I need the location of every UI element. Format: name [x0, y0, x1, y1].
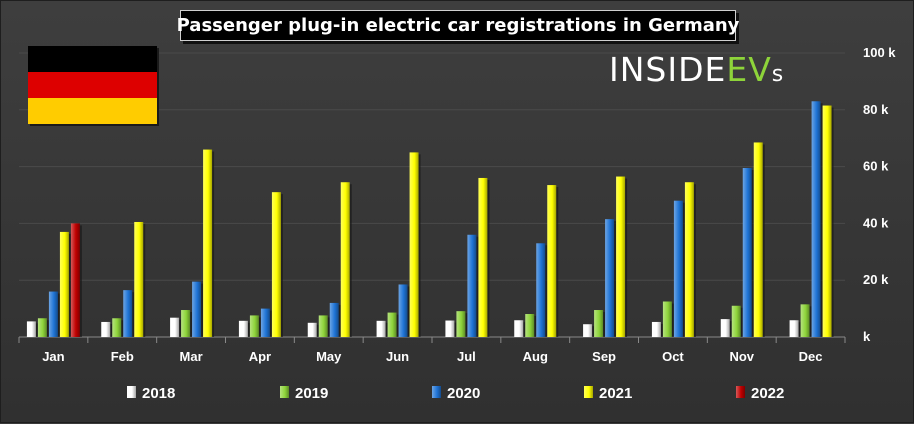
y-tick-label: 40 k: [863, 215, 889, 230]
bar-2019-may: [318, 315, 328, 337]
bar-2022-jan: [70, 223, 80, 337]
y-tick-label: 80 k: [863, 102, 889, 117]
bar-2020-feb: [123, 290, 133, 337]
legend: 2018 2019 2020 2021 2022: [127, 385, 784, 402]
germany-flag-icon: [28, 46, 157, 124]
bar-2020-dec: [811, 101, 821, 337]
bar-2019-apr: [249, 315, 259, 337]
bar-2018-jan: [26, 321, 36, 337]
bars: [26, 101, 834, 337]
bar-2020-sep: [605, 219, 615, 337]
bar-2018-dec: [789, 320, 799, 337]
bar-2018-aug: [514, 320, 524, 337]
bar-2019-jun: [387, 312, 397, 337]
bar-2018-apr: [238, 320, 248, 337]
bar-2019-feb: [112, 318, 122, 337]
legend-label-2021: 2021: [599, 385, 632, 402]
bar-2020-nov: [742, 168, 752, 337]
x-tick-label: Dec: [799, 349, 823, 364]
legend-label-2020: 2020: [447, 385, 480, 402]
bar-2020-jun: [398, 284, 408, 337]
x-tick-label: Sep: [592, 349, 616, 364]
axis-ticks: Jan Feb Mar Apr May Jun Jul Aug Sep Oct Nov Dec k 20 …: [42, 45, 896, 364]
bar-2021-oct: [684, 182, 694, 337]
legend-swatch-2022: [736, 386, 745, 398]
bar-2019-dec: [800, 304, 810, 337]
y-tick-label: 20 k: [863, 272, 889, 287]
x-tick-label: Jan: [42, 349, 64, 364]
x-tick-label: Oct: [662, 349, 684, 364]
logo-suffix-text: s: [771, 62, 785, 87]
x-tick-label: Nov: [729, 349, 754, 364]
bar-2021-aug: [547, 185, 557, 337]
bar-2018-feb: [101, 321, 111, 337]
legend-label-2019: 2019: [295, 385, 328, 402]
insideevs-logo: INSIDE EV s: [609, 50, 784, 89]
bar-2021-mar: [203, 149, 213, 337]
bar-2018-mar: [170, 317, 180, 337]
bar-2018-oct: [651, 321, 661, 337]
legend-label-2022: 2022: [751, 385, 784, 402]
bar-2018-sep: [583, 324, 593, 337]
bar-2019-jan: [37, 318, 47, 337]
flag-stripe-red: [28, 72, 157, 98]
x-tick-label: Apr: [249, 349, 271, 364]
logo-accent-text: EV: [726, 50, 772, 89]
bar-2020-oct: [673, 200, 683, 337]
legend-swatch-2018: [127, 386, 136, 398]
bar-2019-aug: [525, 313, 535, 337]
chart-title-box: Passenger plug-in electric car registrat…: [177, 10, 739, 41]
bar-2019-nov: [731, 305, 741, 337]
y-tick-label: 60 k: [863, 159, 889, 174]
legend-swatch-2019: [280, 386, 289, 398]
bar-2020-jan: [48, 291, 58, 337]
bar-2021-jul: [478, 177, 488, 337]
bar-2019-oct: [662, 301, 672, 337]
bar-2021-jan: [59, 231, 69, 337]
bar-2018-may: [307, 322, 317, 337]
legend-swatch-2021: [584, 386, 593, 398]
x-tick-label: May: [316, 349, 342, 364]
y-tick-label: k: [863, 329, 871, 344]
legend-label-2018: 2018: [142, 385, 175, 402]
bar-2021-nov: [753, 142, 763, 337]
x-tick-label: Feb: [111, 349, 134, 364]
bar-2020-aug: [536, 243, 546, 337]
x-tick-label: Aug: [523, 349, 548, 364]
bar-2021-dec: [822, 105, 832, 337]
logo-main-text: INSIDE: [609, 50, 727, 89]
x-tick-label: Mar: [180, 349, 203, 364]
bar-2019-mar: [181, 310, 191, 337]
bar-2021-apr: [271, 192, 281, 337]
bar-2019-sep: [594, 310, 604, 337]
bar-2020-jul: [467, 234, 477, 337]
bar-2021-feb: [134, 221, 144, 337]
y-tick-label: 100 k: [863, 45, 896, 60]
bar-2018-jun: [376, 320, 386, 337]
bar-2021-may: [340, 182, 350, 337]
x-tick-label: Jul: [457, 349, 476, 364]
bar-2021-jun: [409, 152, 419, 337]
bar-2020-may: [329, 302, 339, 337]
flag-stripe-gold: [28, 98, 157, 124]
x-tick-label: Jun: [386, 349, 409, 364]
legend-swatch-2020: [432, 386, 441, 398]
chart-title: Passenger plug-in electric car registrat…: [176, 15, 740, 36]
bar-2019-jul: [456, 311, 466, 337]
bar-2020-apr: [260, 308, 270, 337]
bar-2021-sep: [616, 176, 626, 337]
bar-2020-mar: [192, 281, 202, 337]
bar-2018-nov: [720, 319, 730, 337]
bar-2018-jul: [445, 320, 455, 337]
flag-stripe-black: [28, 46, 157, 72]
